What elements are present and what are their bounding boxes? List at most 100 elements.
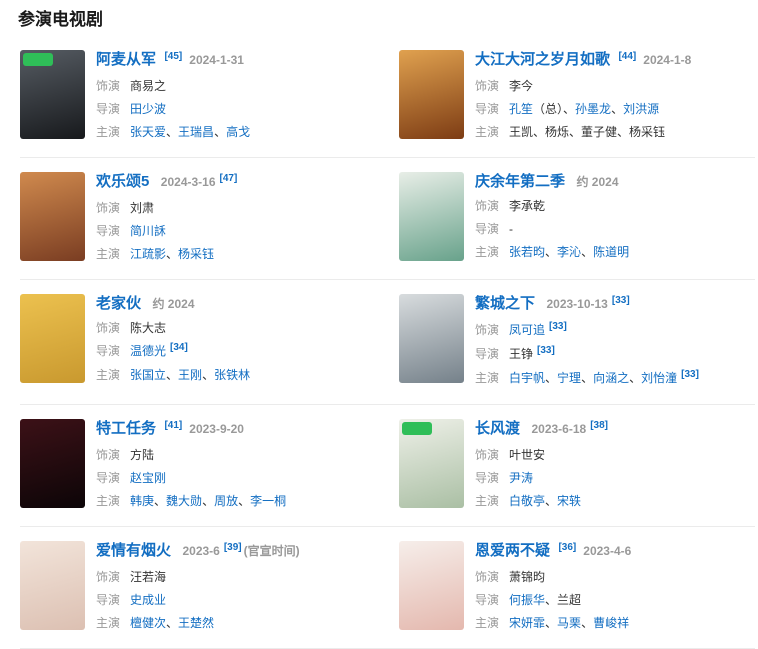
credit-line: 导演 史成业: [96, 589, 300, 612]
credit-line: 主演 檀健次、王楚然: [96, 612, 300, 635]
person-link[interactable]: 赵宝刚: [130, 471, 167, 485]
credit-line: 导演 简川訸: [96, 220, 237, 243]
reference-link[interactable]: [38]: [590, 420, 608, 431]
reference-link[interactable]: [33]: [681, 369, 699, 380]
date-note: (官宣时间): [243, 544, 300, 558]
series-title-link[interactable]: 恩爱两不疑: [475, 542, 551, 559]
credit-line: 导演 王铮 [33]: [475, 343, 699, 367]
person-link[interactable]: 王楚然: [178, 616, 215, 630]
person-link[interactable]: 凤可追: [509, 323, 546, 337]
release-date: 约 2024: [576, 175, 619, 189]
person-link[interactable]: 韩庚: [130, 494, 155, 508]
poster-image[interactable]: [20, 172, 85, 261]
series-title-link[interactable]: 庆余年第二季: [475, 173, 566, 190]
person-link[interactable]: 陈道明: [593, 245, 630, 259]
reference-link[interactable]: [47]: [219, 173, 238, 184]
series-title-link[interactable]: 阿麦从军: [96, 51, 157, 68]
credit-label: 导演: [96, 471, 121, 485]
poster-image[interactable]: [399, 172, 464, 261]
person-link[interactable]: 李沁: [557, 245, 582, 259]
credit-label: 饰演: [96, 321, 121, 335]
reference-link[interactable]: [33]: [549, 321, 567, 332]
poster-image[interactable]: [399, 50, 464, 139]
person-link[interactable]: 简川訸: [130, 224, 167, 238]
series-title-link[interactable]: 老家伙: [96, 295, 142, 312]
reference-link[interactable]: [33]: [611, 295, 630, 306]
person-link[interactable]: 王瑞昌: [178, 125, 215, 139]
tv-series-item: 长风渡 2023-6-18 [38] 饰演 叶世安 导演 尹涛 主演 白敬亭、宋轶: [379, 419, 755, 513]
list-row: 欢乐颂5 2024-3-16 [47] 饰演 刘肃 导演 简川訸 主演 江疏影、杨采钰 庆余…: [20, 158, 755, 280]
credit-text: 、: [545, 593, 558, 607]
person-link[interactable]: 孔笙: [509, 102, 534, 116]
release-date: 2023-10-13: [546, 297, 608, 311]
poster-image[interactable]: [20, 294, 85, 383]
series-title-link[interactable]: 欢乐颂5: [96, 173, 150, 190]
series-title-link[interactable]: 大江大河之岁月如歌: [475, 51, 611, 68]
person-link[interactable]: 刘怡潼: [641, 371, 678, 385]
person-link[interactable]: 宁理: [557, 371, 582, 385]
person-link[interactable]: 张天爱: [130, 125, 167, 139]
credit-text: 刘肃: [130, 201, 155, 215]
person-link[interactable]: 向涵之: [593, 371, 630, 385]
credit-line: 导演 孔笙（总）、孙墨龙、刘洪源: [475, 98, 691, 121]
reference-link[interactable]: [41]: [164, 420, 183, 431]
credit-label: 饰演: [475, 570, 500, 584]
reference-link[interactable]: [44]: [618, 51, 637, 62]
person-link[interactable]: 白宇帆: [509, 371, 546, 385]
credit-text: 、: [166, 247, 179, 261]
person-link[interactable]: 马栗: [557, 616, 582, 630]
credit-text: 、: [166, 368, 179, 382]
person-link[interactable]: 江疏影: [130, 247, 167, 261]
person-link[interactable]: 张若昀: [509, 245, 546, 259]
reference-link[interactable]: [34]: [170, 342, 188, 353]
reference-link[interactable]: [33]: [537, 345, 555, 356]
person-link[interactable]: 田少波: [130, 102, 167, 116]
credit-line: 饰演 李承乾: [475, 195, 629, 218]
person-link[interactable]: 宋轶: [557, 494, 582, 508]
person-link[interactable]: 孙墨龙: [575, 102, 612, 116]
reference-link[interactable]: [45]: [164, 51, 183, 62]
credit-line: 主演 张国立、王刚、张铁林: [96, 364, 250, 387]
person-link[interactable]: 白敬亭: [509, 494, 546, 508]
person-link[interactable]: 何振华: [509, 593, 546, 607]
series-title-link[interactable]: 爱情有烟火: [96, 542, 172, 559]
person-link[interactable]: 王刚: [178, 368, 203, 382]
credit-line: 饰演 陈大志: [96, 317, 250, 340]
title-line: 庆余年第二季 约 2024: [475, 172, 629, 192]
credit-text: 、: [581, 371, 594, 385]
person-link[interactable]: 史成业: [130, 593, 167, 607]
person-link[interactable]: 高戈: [226, 125, 251, 139]
reference-link[interactable]: [39]: [223, 542, 242, 553]
credit-text: 商易之: [130, 79, 167, 93]
person-link[interactable]: 刘洪源: [623, 102, 660, 116]
poster-image[interactable]: [399, 419, 464, 508]
person-link[interactable]: 李一桐: [250, 494, 287, 508]
person-link[interactable]: 宋妍霏: [509, 616, 546, 630]
title-line: 阿麦从军 [45] 2024-1-31: [96, 50, 250, 72]
series-title-link[interactable]: 长风渡: [475, 420, 521, 437]
credit-label: 饰演: [96, 570, 121, 584]
person-link[interactable]: 檀健次: [130, 616, 167, 630]
reference-link[interactable]: [36]: [558, 542, 577, 553]
tv-series-item: 阿麦从军 [45] 2024-1-31 饰演 商易之 导演 田少波 主演 张天爱、王瑞昌、高…: [20, 50, 379, 144]
person-link[interactable]: 魏大勋: [166, 494, 203, 508]
poster-image[interactable]: [20, 541, 85, 630]
poster-image[interactable]: [20, 419, 85, 508]
poster-image[interactable]: [399, 294, 464, 383]
title-line: 大江大河之岁月如歌 [44] 2024-1-8: [475, 50, 691, 72]
credit-text: -: [509, 222, 514, 236]
poster-image[interactable]: [20, 50, 85, 139]
credit-label: 饰演: [475, 79, 500, 93]
person-link[interactable]: 张国立: [130, 368, 167, 382]
person-link[interactable]: 尹涛: [509, 471, 534, 485]
person-link[interactable]: 曹峻祥: [593, 616, 630, 630]
person-link[interactable]: 杨采钰: [178, 247, 215, 261]
poster-image[interactable]: [399, 541, 464, 630]
person-link[interactable]: 温德光: [130, 344, 167, 358]
series-title-link[interactable]: 繁城之下: [475, 295, 536, 312]
person-link[interactable]: 周放: [214, 494, 239, 508]
credit-text: 、: [545, 494, 558, 508]
person-link[interactable]: 张铁林: [214, 368, 251, 382]
series-title-link[interactable]: 特工任务: [96, 420, 157, 437]
credit-text: 萧锦昀: [509, 570, 546, 584]
